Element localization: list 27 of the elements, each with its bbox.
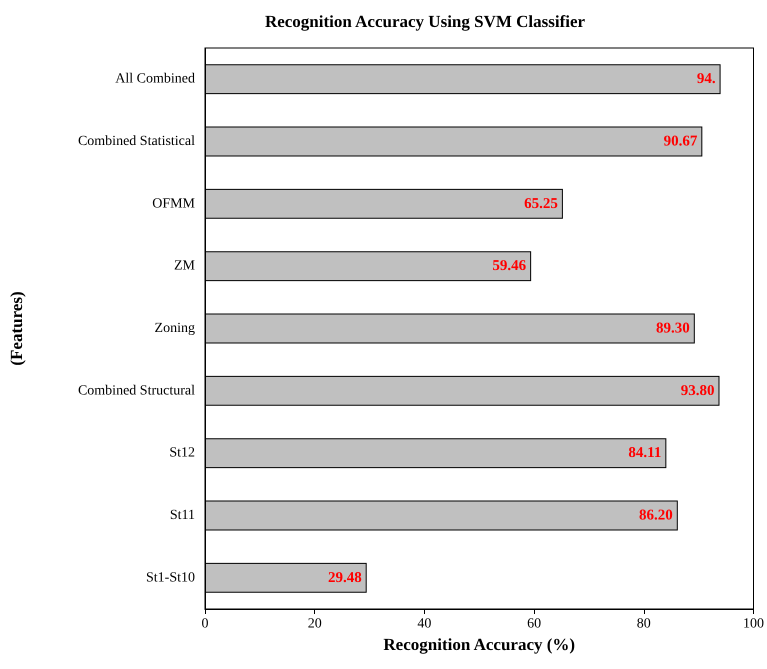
y-tick-label: Zoning xyxy=(154,321,195,336)
y-tick-label: ZM xyxy=(174,258,196,274)
y-axis-title: (Features) xyxy=(7,291,26,366)
data-label: 89.30 xyxy=(656,320,690,336)
y-tick-label: Combined Structural xyxy=(78,383,196,398)
data-label: 29.48 xyxy=(328,570,362,586)
y-tick-label: All Combined xyxy=(115,72,195,87)
x-tick-label: 80 xyxy=(636,616,651,632)
y-tick-label: Combined Statistical xyxy=(78,134,196,149)
y-tick-label: OFMM xyxy=(152,196,196,212)
y-tick-label: St11 xyxy=(170,508,195,523)
x-tick-label: 0 xyxy=(202,616,208,632)
data-label: 65.25 xyxy=(524,196,558,212)
x-tick-label: 40 xyxy=(417,616,432,632)
x-tick-label: 100 xyxy=(743,616,764,632)
x-tick-label: 60 xyxy=(527,616,542,632)
x-axis-title: Recognition Accuracy (%) xyxy=(383,634,576,654)
x-tick-label: 20 xyxy=(308,616,322,632)
data-label: 84.11 xyxy=(628,445,662,462)
data-label: 94. xyxy=(696,71,716,88)
data-label: 93.80 xyxy=(680,382,714,399)
y-tick-label: St1-St10 xyxy=(146,570,195,586)
data-label: 90.67 xyxy=(664,134,698,150)
data-label: 86.20 xyxy=(639,508,673,524)
data-label: 59.46 xyxy=(492,258,527,274)
y-tick-label: St12 xyxy=(169,446,195,461)
chart-title: Recognition Accuracy Using SVM Classifier xyxy=(264,12,586,31)
